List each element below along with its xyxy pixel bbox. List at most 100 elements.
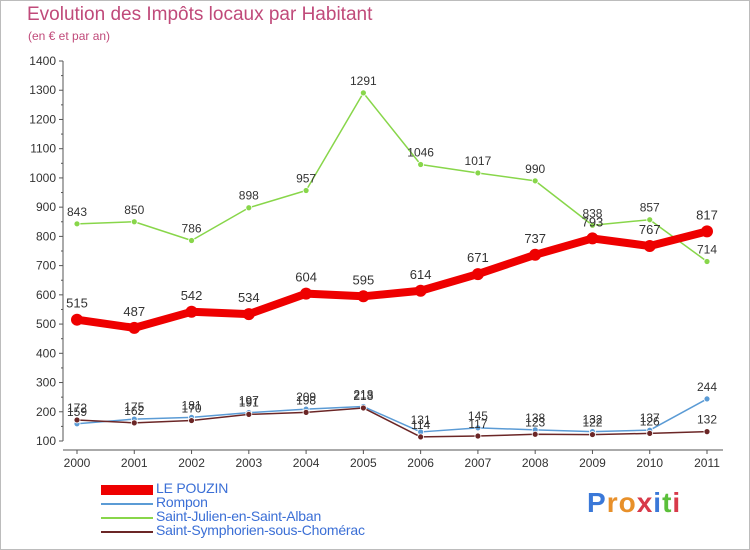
data-point-rompon <box>703 395 711 403</box>
data-point-saint-symphorien-sous-chomerac <box>188 417 195 424</box>
legend-label: Saint-Symphorien-sous-Chomérac <box>156 522 365 538</box>
data-label-rompon: 145 <box>468 409 488 423</box>
data-label-rompon: 218 <box>353 388 373 402</box>
data-point-saint-julien-en-saint-alban <box>245 204 253 212</box>
data-label-rompon: 138 <box>525 411 545 425</box>
data-label-saint-julien-en-saint-alban: 857 <box>640 201 660 215</box>
x-tick-label: 2006 <box>407 456 434 470</box>
data-point-saint-symphorien-sous-chomerac <box>417 433 425 441</box>
data-label-rompon: 175 <box>124 400 144 414</box>
data-point-saint-julien-en-saint-alban <box>703 258 711 265</box>
data-label-le-pouzin: 817 <box>696 207 718 222</box>
data-label-saint-julien-en-saint-alban: 957 <box>296 171 316 185</box>
data-point-saint-symphorien-sous-chomerac <box>73 416 81 424</box>
x-tick-label: 2004 <box>293 456 320 470</box>
x-tick-label: 2010 <box>636 456 663 470</box>
y-tick-label: 500 <box>36 317 56 331</box>
data-label-saint-julien-en-saint-alban: 843 <box>67 205 87 219</box>
data-label-saint-julien-en-saint-alban: 850 <box>124 203 144 217</box>
data-point-saint-symphorien-sous-chomerac <box>130 419 138 427</box>
y-tick-label: 300 <box>36 376 56 390</box>
x-tick-label: 2009 <box>579 456 606 470</box>
x-tick-label: 2002 <box>178 456 205 470</box>
data-label-saint-symphorien-sous-chomerac: 213 <box>353 389 373 403</box>
data-label-saint-symphorien-sous-chomerac: 172 <box>67 401 87 415</box>
data-point-le-pouzin <box>471 268 484 281</box>
data-point-le-pouzin <box>586 232 599 245</box>
data-label-saint-symphorien-sous-chomerac: 170 <box>182 402 202 416</box>
y-tick-label: 800 <box>36 229 56 243</box>
data-label-le-pouzin: 737 <box>524 231 546 246</box>
data-label-saint-symphorien-sous-chomerac: 132 <box>697 413 717 427</box>
y-tick-label: 1200 <box>29 112 56 126</box>
y-tick-label: 1000 <box>29 171 56 185</box>
y-tick-label: 200 <box>36 405 56 419</box>
data-label-saint-symphorien-sous-chomerac: 114 <box>411 418 430 432</box>
data-label-le-pouzin: 595 <box>353 272 375 287</box>
data-label-rompon: 244 <box>697 380 717 394</box>
data-point-saint-julien-en-saint-alban <box>302 187 310 194</box>
legend-label: Saint-Julien-en-Saint-Alban <box>156 508 322 524</box>
y-tick-label: 1100 <box>30 142 56 156</box>
x-tick-label: 2008 <box>522 456 549 470</box>
data-point-saint-julien-en-saint-alban <box>474 169 482 177</box>
data-label-saint-julien-en-saint-alban: 838 <box>582 206 602 220</box>
data-point-saint-symphorien-sous-chomerac <box>245 410 253 418</box>
logo-letter: P <box>587 487 607 518</box>
legend-swatch <box>101 503 153 505</box>
data-point-saint-symphorien-sous-chomerac <box>359 404 367 412</box>
series-line-rompon <box>76 398 708 433</box>
data-label-saint-symphorien-sous-chomerac: 117 <box>468 417 487 431</box>
data-label-saint-julien-en-saint-alban: 898 <box>239 189 259 203</box>
data-label-saint-symphorien-sous-chomerac: 123 <box>525 415 545 429</box>
data-point-rompon <box>474 424 482 432</box>
legend-swatch <box>101 485 153 495</box>
data-label-saint-symphorien-sous-chomerac: 198 <box>296 393 316 407</box>
x-tick-label: 2001 <box>121 456 148 470</box>
data-label-rompon: 137 <box>640 411 660 425</box>
legend-label: LE POUZIN <box>156 480 229 496</box>
data-point-saint-julien-en-saint-alban <box>73 220 81 228</box>
logo-letter: i <box>672 487 682 518</box>
y-tick-label: 100 <box>36 434 56 448</box>
data-label-le-pouzin: 487 <box>123 304 145 319</box>
data-point-saint-julien-en-saint-alban <box>188 237 195 244</box>
x-tick-label: 2011 <box>694 456 720 470</box>
data-point-saint-symphorien-sous-chomerac <box>646 429 654 437</box>
data-point-saint-julien-en-saint-alban <box>531 177 539 185</box>
logo-letter: x <box>636 487 654 518</box>
data-point-saint-julien-en-saint-alban <box>359 89 367 97</box>
data-label-le-pouzin: 534 <box>238 290 260 305</box>
y-tick-label: 400 <box>36 346 56 360</box>
data-label-saint-julien-en-saint-alban: 1291 <box>350 74 377 88</box>
data-label-rompon: 181 <box>182 398 202 412</box>
data-label-rompon: 131 <box>411 413 431 427</box>
x-tick-label: 2005 <box>350 456 377 470</box>
logo-letter: i <box>653 487 663 518</box>
x-tick-label: 2007 <box>465 456 492 470</box>
data-point-le-pouzin <box>128 321 141 334</box>
data-point-le-pouzin <box>242 308 255 321</box>
data-label-le-pouzin: 671 <box>467 250 489 265</box>
data-label-saint-symphorien-sous-chomerac: 126 <box>640 414 660 428</box>
data-label-saint-julien-en-saint-alban: 714 <box>697 243 717 257</box>
data-label-saint-symphorien-sous-chomerac: 191 <box>239 395 259 409</box>
data-label-le-pouzin: 542 <box>181 288 203 303</box>
y-tick-label: 900 <box>36 200 56 214</box>
data-label-le-pouzin: 604 <box>295 270 317 285</box>
data-point-saint-symphorien-sous-chomerac <box>531 430 539 438</box>
data-point-saint-julien-en-saint-alban <box>417 161 425 168</box>
y-tick-label: 700 <box>36 259 56 273</box>
data-point-saint-symphorien-sous-chomerac <box>302 408 310 416</box>
data-label-saint-julien-en-saint-alban: 990 <box>525 162 545 176</box>
x-tick-label: 2000 <box>64 456 91 470</box>
data-point-saint-symphorien-sous-chomerac <box>589 431 596 438</box>
data-label-saint-symphorien-sous-chomerac: 162 <box>124 404 144 418</box>
data-point-le-pouzin <box>643 240 656 253</box>
logo-letter: o <box>618 487 637 518</box>
y-tick-label: 1300 <box>29 83 56 97</box>
proxiti-logo: Proxiti <box>587 487 681 519</box>
logo-letter: r <box>606 487 619 518</box>
data-point-le-pouzin <box>71 313 83 326</box>
